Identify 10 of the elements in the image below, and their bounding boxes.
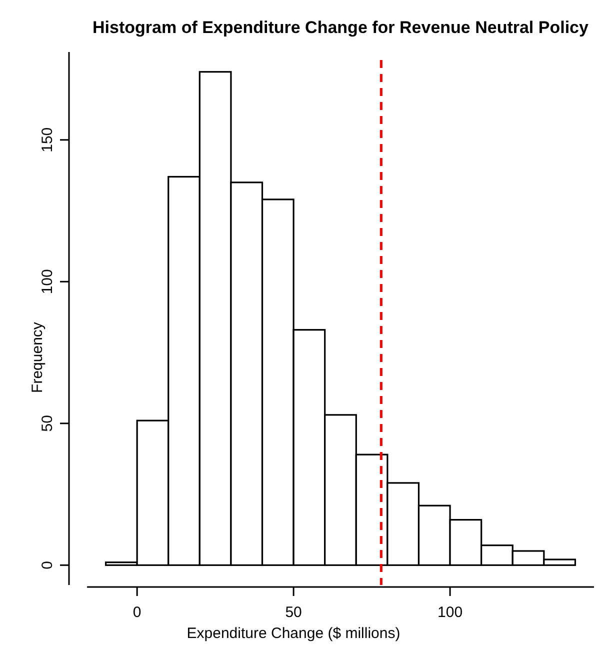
x-axis-title: Expenditure Change ($ millions) [186, 625, 400, 642]
x-tick-label: 50 [285, 604, 302, 621]
y-tick-label: 50 [39, 415, 56, 432]
chart-title: Histogram of Expenditure Change for Revenue Neutral Policy [92, 18, 590, 37]
x-tick-label: 100 [438, 604, 463, 621]
y-axis-title: Frequency [29, 322, 46, 393]
x-tick-label: 0 [132, 604, 142, 621]
y-tick-label: 150 [39, 127, 56, 152]
y-tick-label: 0 [39, 560, 56, 570]
y-tick-label: 100 [39, 269, 56, 294]
